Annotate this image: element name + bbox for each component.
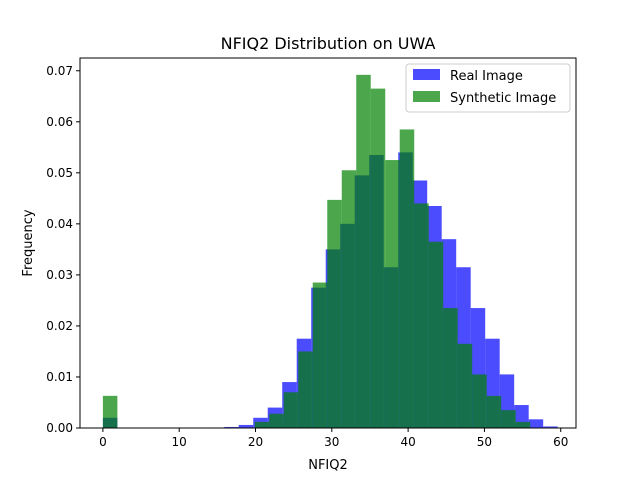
x-axis-label: NFIQ2 (308, 458, 348, 473)
x-tick-label-10: 10 (172, 435, 187, 449)
y-axis-label: Frequency (21, 209, 36, 276)
bar-synthetic-image-3 (283, 392, 299, 428)
bar-synthetic-image-18 (501, 410, 516, 428)
legend-label-real-image: Real Image (450, 69, 523, 84)
plot-frame (79, 57, 577, 429)
y-tick-label-0: 0.00 (46, 421, 73, 435)
bar-synthetic-image-13 (428, 241, 444, 428)
bar-synthetic-image-16 (472, 374, 487, 428)
bar-synthetic-image-11 (399, 129, 415, 428)
y-tick-label-2: 0.02 (46, 319, 73, 333)
bar-synthetic-image-17 (486, 395, 502, 428)
y-tick-label-7: 0.07 (46, 64, 73, 78)
x-tick-label-60: 60 (553, 435, 568, 449)
y-tick-label-3: 0.03 (46, 268, 73, 282)
y-tick-label-5: 0.05 (46, 166, 73, 180)
bar-synthetic-image-15 (457, 343, 473, 428)
bar-synthetic-image-0 (102, 395, 118, 428)
chart-title: NFIQ2 Distribution on UWA (221, 34, 436, 53)
y-tick-label-6: 0.06 (46, 115, 73, 129)
x-axis-ticks: 0 10 20 30 40 50 60 (99, 428, 568, 449)
y-axis-ticks: 0.00 0.01 0.02 0.03 0.04 0.05 0.06 0.07 (46, 64, 80, 435)
bar-real-image-2 (224, 426, 239, 428)
legend-swatch-synthetic-image (413, 91, 440, 102)
bar-synthetic-image-1 (254, 421, 270, 428)
bar-synthetic-image-10 (385, 160, 400, 428)
legend-label-synthetic-image: Synthetic Image (450, 91, 556, 106)
bar-synthetic-image-14 (443, 308, 458, 428)
x-tick-label-0: 0 (99, 435, 107, 449)
bar-synthetic-image-9 (370, 88, 386, 429)
bar-synthetic-image-12 (414, 203, 429, 428)
x-tick-label-20: 20 (248, 435, 263, 449)
bar-real-image-23 (528, 419, 544, 428)
x-tick-label-30: 30 (324, 435, 339, 449)
bar-synthetic-image-6 (327, 199, 342, 428)
bar-synthetic-image-8 (356, 74, 371, 428)
bar-real-image-24 (543, 426, 558, 428)
legend-swatch-real-image (413, 69, 440, 80)
bar-synthetic-image-2 (269, 413, 284, 428)
bar-synthetic-image-5 (312, 282, 328, 428)
y-tick-label-1: 0.01 (46, 370, 73, 384)
bars-layer (102, 74, 558, 429)
bar-synthetic-image-19 (515, 421, 531, 428)
legend-box (405, 63, 571, 113)
y-tick-label-4: 0.04 (46, 217, 73, 231)
x-tick-label-50: 50 (477, 435, 492, 449)
legend: Real Image Synthetic Image (405, 63, 571, 113)
bar-real-image-3 (238, 424, 254, 428)
bar-synthetic-image-4 (298, 351, 313, 428)
x-tick-label-40: 40 (400, 435, 415, 449)
bar-synthetic-image-7 (341, 170, 357, 428)
